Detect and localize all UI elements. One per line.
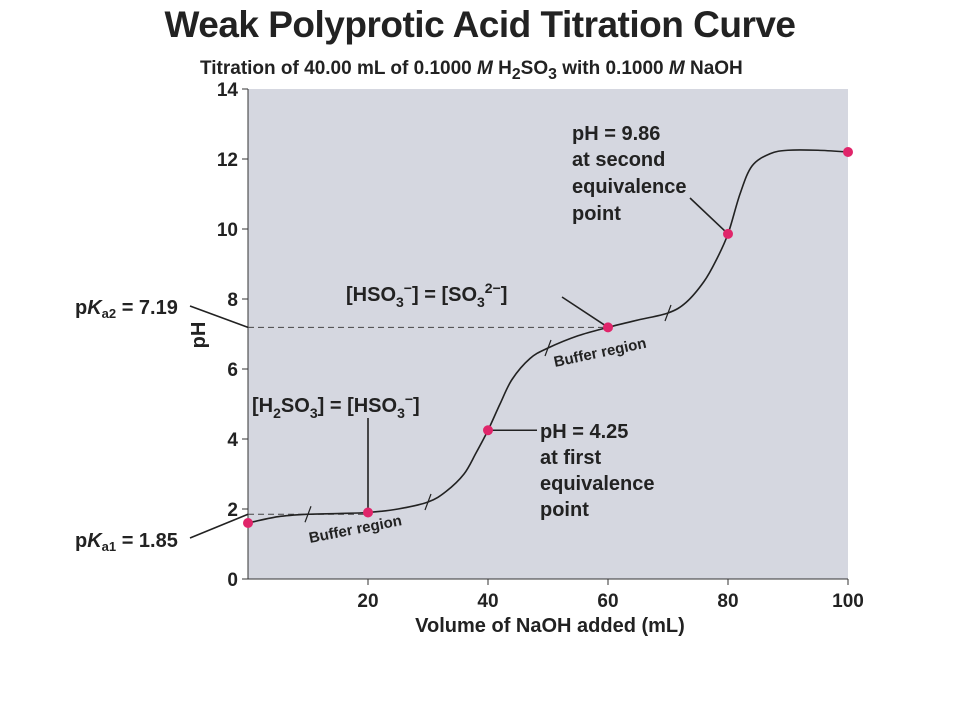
y-tick-label: 14 bbox=[217, 80, 239, 101]
data-point bbox=[603, 322, 613, 333]
y-tick-label: 12 bbox=[217, 150, 238, 171]
data-point bbox=[243, 518, 253, 528]
pka1-label: pKa1 = 1.85 bbox=[75, 530, 178, 554]
data-point bbox=[363, 507, 373, 518]
buffer-boundary-tick bbox=[664, 304, 672, 322]
equivalence-2-pointer bbox=[689, 197, 729, 235]
svg-text:at second: at second bbox=[572, 149, 665, 171]
equivalence-2-label: pH = 9.86 at second equivalence point bbox=[572, 123, 687, 225]
equivalence-1-label: pH = 4.25 at first equivalence point bbox=[540, 421, 655, 521]
data-points bbox=[243, 147, 853, 528]
buffer-boundary-tick bbox=[544, 339, 552, 357]
x-tick-label: 80 bbox=[717, 591, 738, 612]
y-tick-label: 2 bbox=[227, 500, 238, 521]
buffer-boundary-tick bbox=[424, 493, 432, 511]
subtitle-molar-2: M bbox=[668, 58, 685, 79]
subtitle-text-5: NaOH bbox=[684, 58, 743, 79]
annotation-pointers bbox=[189, 197, 729, 539]
y-axis-label: pH bbox=[188, 322, 210, 349]
x-tick-label: 100 bbox=[832, 591, 864, 612]
x-tick-label: 20 bbox=[357, 591, 378, 612]
half-equivalence-2-pointer bbox=[561, 296, 609, 329]
chart-subtitle: Titration of 40.00 mL of 0.1000 M H2SO3 … bbox=[200, 58, 743, 84]
svg-text:pH = 4.25: pH = 4.25 bbox=[540, 421, 628, 443]
half-equivalence-1-label: [H2SO3] = [HSO3−] bbox=[252, 391, 420, 421]
pka2-label: pKa2 = 7.19 bbox=[75, 297, 178, 321]
data-point bbox=[843, 147, 853, 157]
buffer-region-markers bbox=[304, 304, 672, 523]
x-tick-label: 40 bbox=[477, 591, 498, 612]
svg-text:point: point bbox=[540, 499, 589, 521]
buffer-boundary-tick bbox=[304, 506, 312, 523]
pka1-pointer bbox=[189, 513, 249, 539]
y-tick-label: 8 bbox=[227, 290, 238, 311]
data-point bbox=[723, 228, 733, 239]
subtitle-text-3: SO bbox=[520, 58, 549, 79]
data-point bbox=[483, 425, 493, 436]
y-tick-label: 4 bbox=[227, 430, 238, 451]
x-axis-label: Volume of NaOH added (mL) bbox=[415, 615, 685, 637]
subtitle-molar-1: M bbox=[477, 58, 493, 79]
pka2-pointer bbox=[189, 305, 249, 329]
svg-text:equivalence: equivalence bbox=[540, 473, 655, 495]
subtitle-text-2: H bbox=[492, 58, 512, 79]
y-tick-label: 6 bbox=[227, 360, 238, 381]
svg-text:pH = 9.86: pH = 9.86 bbox=[572, 123, 660, 145]
subtitle-text-4: with 0.1000 bbox=[556, 58, 669, 79]
svg-text:point: point bbox=[572, 203, 621, 225]
x-tick-label: 60 bbox=[597, 591, 618, 612]
subtitle-so-sub: 3 bbox=[548, 65, 557, 83]
subtitle-text-1: Titration of 40.00 mL of 0.1000 bbox=[200, 58, 478, 79]
plot-area bbox=[248, 89, 848, 579]
x-axis: 20 40 60 80 100 bbox=[248, 578, 864, 612]
subtitle-h-sub: 2 bbox=[511, 65, 521, 83]
chart-title: Weak Polyprotic Acid Titration Curve bbox=[164, 4, 796, 45]
y-tick-label: 0 bbox=[227, 570, 238, 591]
y-axis: 0 2 4 6 8 10 12 14 bbox=[217, 80, 249, 591]
half-equivalence-2-label: [HSO3−] = [SO32−] bbox=[346, 280, 507, 310]
svg-text:equivalence: equivalence bbox=[572, 176, 687, 198]
y-tick-label: 10 bbox=[217, 220, 238, 241]
svg-text:at first: at first bbox=[540, 447, 601, 469]
